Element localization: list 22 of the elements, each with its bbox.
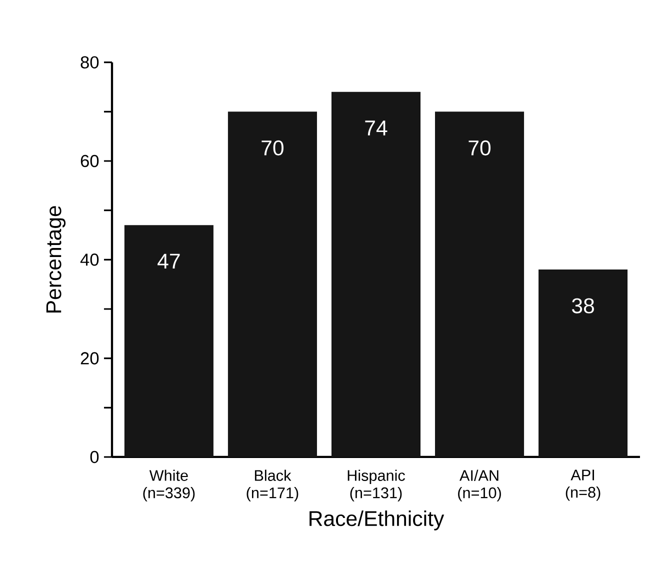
x-tick-label: AI/AN (n=10) (458, 470, 501, 502)
x-tick-label: Black (n=171) (246, 470, 298, 502)
y-tick-label: 80 (80, 56, 99, 68)
bar (228, 112, 317, 457)
y-tick-label: 40 (80, 254, 99, 266)
x-axis-title: Race/Ethnicity (310, 510, 444, 530)
y-tick-label: 20 (80, 352, 99, 364)
data-label: 47 (158, 254, 180, 269)
data-label: 38 (572, 298, 594, 314)
y-axis-title: Percentage (46, 206, 66, 312)
data-label: 70 (262, 140, 284, 156)
y-tick-label: 0 (90, 450, 99, 464)
bar (435, 112, 524, 457)
data-label: 70 (468, 140, 491, 156)
y-tick-label: 60 (80, 154, 99, 168)
data-label: 74 (365, 120, 388, 136)
bar (331, 92, 421, 457)
x-tick-label: API (n=8) (566, 470, 600, 501)
bar (538, 270, 628, 457)
x-tick-label: Hispanic (n=131) (348, 470, 405, 502)
x-tick-label: White (n=339) (143, 470, 195, 502)
bar (124, 225, 214, 457)
